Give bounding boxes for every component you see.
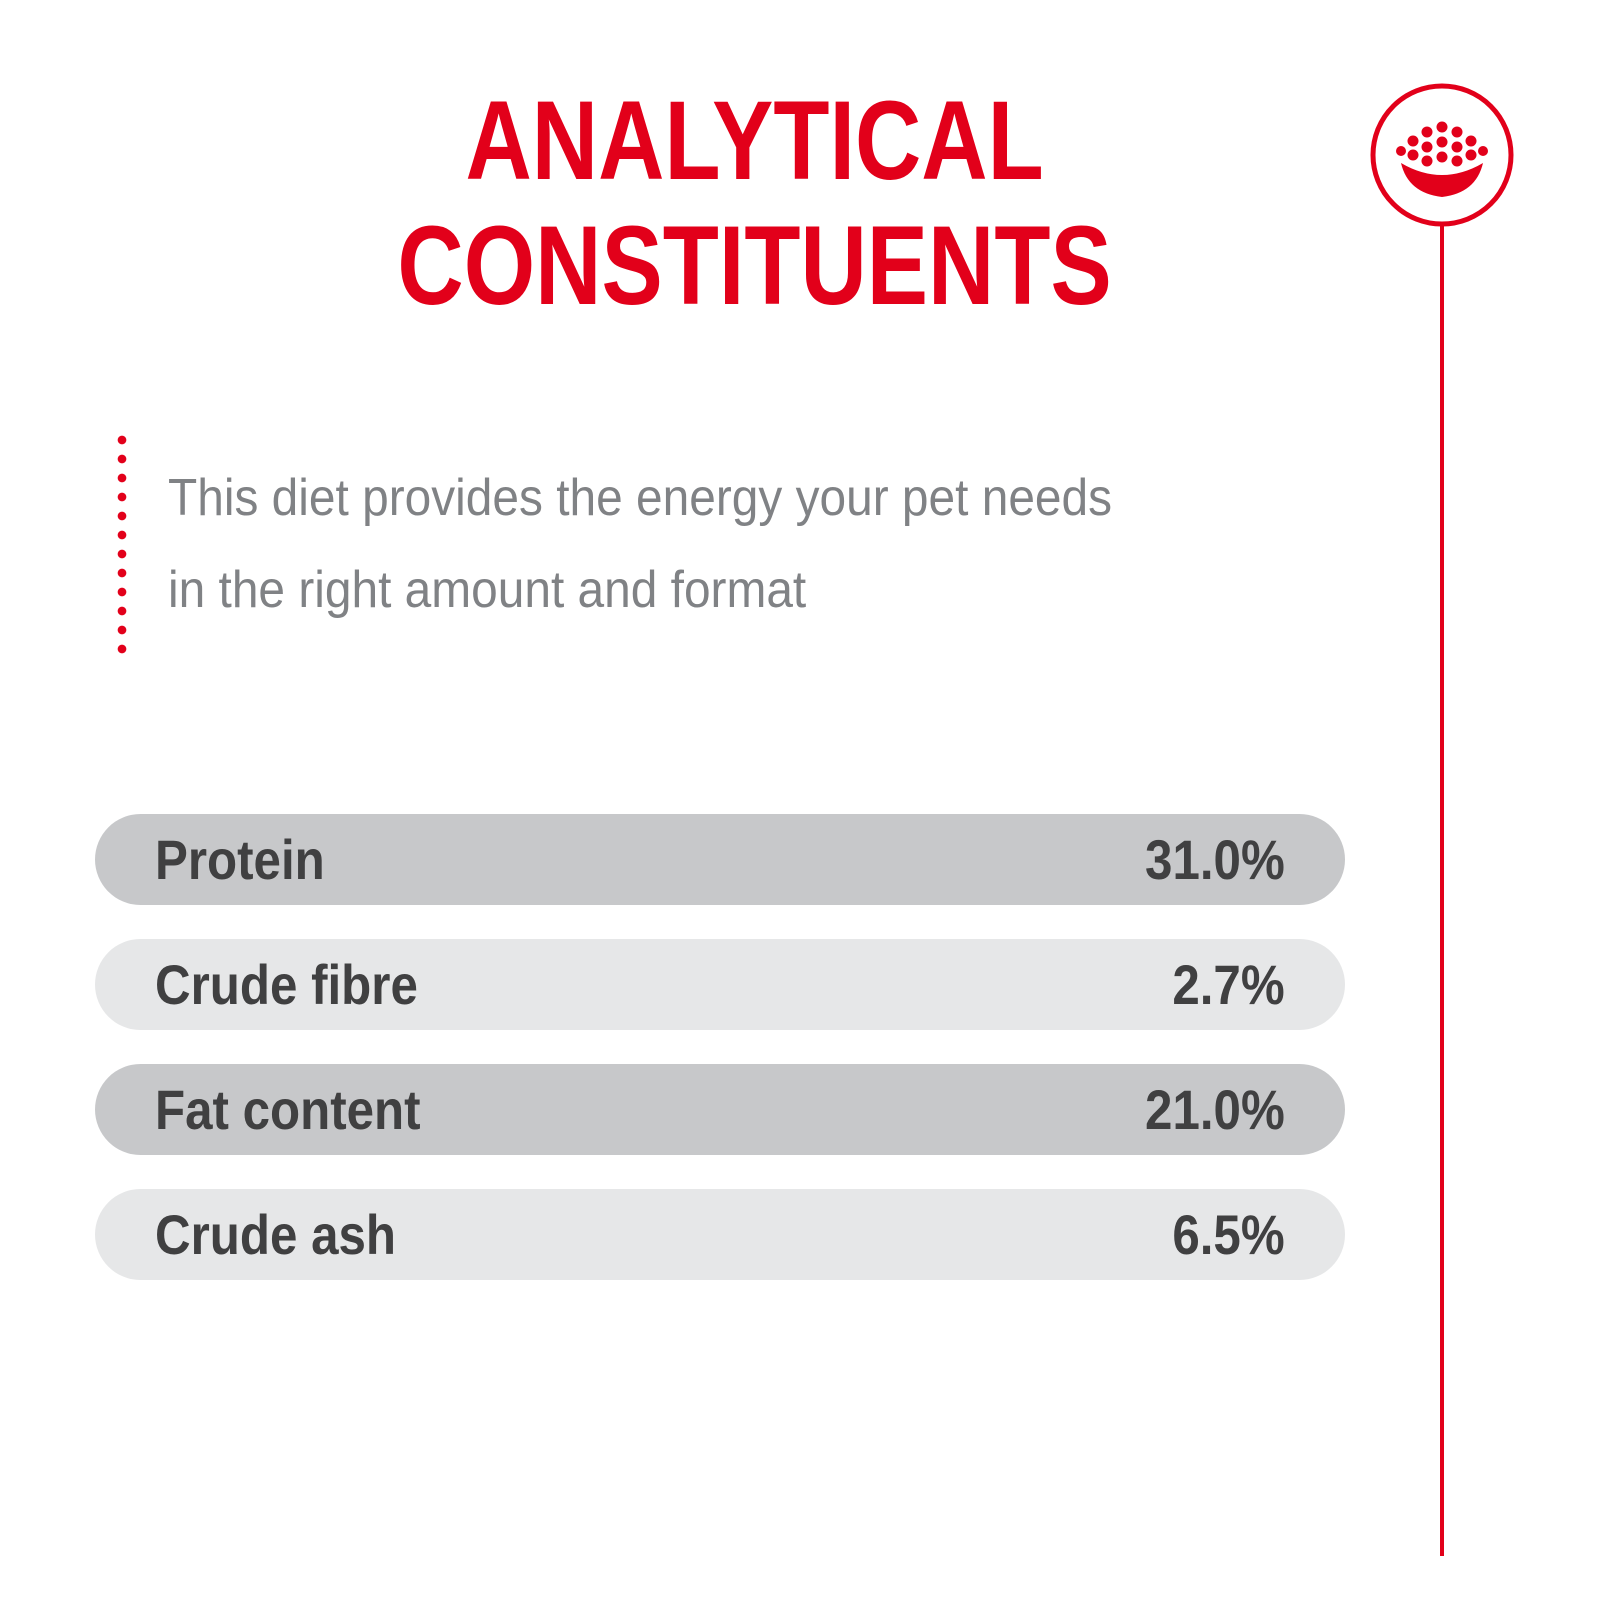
description-text: This diet provides the energy your pet n… <box>168 452 1298 636</box>
row-value: 21.0% <box>1145 1078 1285 1141</box>
table-row: Protein 31.0% <box>95 814 1345 905</box>
constituents-table: Protein 31.0% Crude fibre 2.7% Fat conte… <box>95 814 1345 1314</box>
row-label: Protein <box>155 828 325 891</box>
row-label: Fat content <box>155 1078 421 1141</box>
table-row: Crude ash 6.5% <box>95 1189 1345 1280</box>
row-label: Crude fibre <box>155 953 418 1016</box>
row-value: 2.7% <box>1172 953 1285 1016</box>
royal-canin-crown-logo <box>1370 83 1514 227</box>
page-title: ANALYTICAL CONSTITUENTS <box>150 78 1360 329</box>
table-row: Crude fibre 2.7% <box>95 939 1345 1030</box>
title-line-1: ANALYTICAL <box>465 78 1045 203</box>
dotted-accent-line <box>116 432 128 656</box>
vertical-accent-line <box>1440 226 1444 1556</box>
row-value: 6.5% <box>1172 1203 1285 1266</box>
crown-icon <box>1370 83 1514 227</box>
title-line-2: CONSTITUENTS <box>397 203 1113 329</box>
row-value: 31.0% <box>1145 828 1285 891</box>
row-label: Crude ash <box>155 1203 396 1266</box>
description-line-2: in the right amount and format <box>168 561 807 619</box>
table-row: Fat content 21.0% <box>95 1064 1345 1155</box>
description-line-1: This diet provides the energy your pet n… <box>168 469 1113 527</box>
